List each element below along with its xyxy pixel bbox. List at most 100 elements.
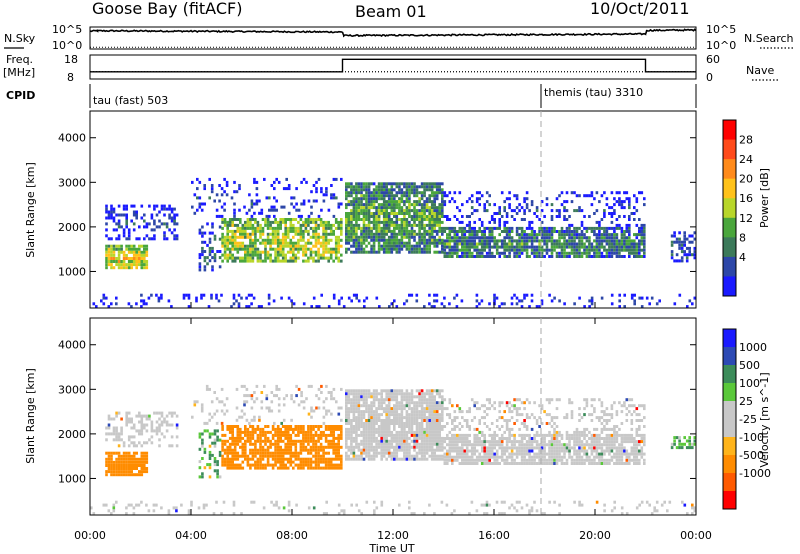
data-cell — [493, 293, 496, 297]
data-cell — [239, 229, 242, 233]
data-cell — [260, 208, 264, 212]
data-cell — [390, 223, 394, 227]
data-cell — [235, 190, 239, 194]
data-cell — [223, 241, 227, 245]
data-cell — [360, 389, 363, 393]
data-cell — [347, 416, 351, 420]
data-cell — [251, 430, 255, 434]
data-cell — [446, 455, 449, 459]
data-cell — [216, 250, 219, 253]
data-cell — [618, 293, 621, 297]
data-cell — [595, 220, 599, 224]
data-cell — [688, 240, 691, 244]
data-cell — [428, 448, 431, 452]
data-cell — [370, 232, 373, 236]
data-cell — [314, 466, 318, 470]
data-cell — [387, 197, 391, 201]
data-cell — [393, 389, 396, 393]
data-cell — [385, 407, 388, 411]
data-cell — [233, 247, 237, 251]
data-cell — [360, 413, 363, 417]
data-cell — [530, 226, 534, 230]
data-cell — [266, 220, 270, 224]
data-cell — [400, 200, 404, 204]
data-cell — [403, 395, 406, 399]
data-cell — [220, 400, 224, 404]
data-cell — [279, 451, 282, 455]
data-cell — [173, 234, 176, 238]
data-cell — [112, 460, 116, 464]
y-tick-label: 2000 — [58, 221, 86, 234]
data-cell — [372, 215, 376, 218]
data-cell — [468, 245, 471, 249]
data-cell — [456, 233, 459, 237]
data-cell — [461, 446, 464, 450]
data-cell — [585, 248, 589, 252]
data-cell — [568, 233, 571, 237]
data-cell — [367, 229, 371, 233]
data-cell — [413, 404, 416, 408]
data-cell — [117, 454, 121, 458]
data-cell — [290, 418, 293, 422]
data-cell — [478, 191, 481, 195]
data-cell — [264, 241, 267, 245]
data-cell — [307, 463, 310, 467]
data-cell — [461, 251, 464, 255]
data-cell — [461, 215, 464, 218]
data-cell — [367, 389, 371, 393]
data-cell — [122, 234, 126, 238]
data-cell — [438, 419, 441, 422]
data-cell — [198, 202, 202, 206]
data-cell — [360, 182, 363, 186]
data-cell — [304, 436, 308, 440]
data-cell — [320, 391, 323, 394]
data-cell — [500, 440, 504, 444]
data-cell — [430, 427, 434, 431]
data-cell — [685, 237, 689, 241]
data-cell — [380, 229, 383, 233]
data-cell — [135, 250, 138, 254]
data-cell — [347, 433, 351, 437]
data-cell — [302, 448, 305, 452]
data-cell — [377, 244, 381, 248]
data-cell — [478, 203, 481, 207]
data-cell — [545, 242, 549, 246]
data-cell — [610, 233, 614, 237]
data-cell — [367, 194, 371, 198]
data-cell — [120, 457, 123, 461]
data-cell — [375, 209, 378, 213]
data-cell — [441, 203, 444, 207]
data-cell — [327, 223, 330, 227]
data-cell — [473, 437, 476, 440]
data-cell — [228, 218, 232, 221]
data-cell — [127, 438, 131, 442]
data-cell — [297, 430, 300, 434]
data-cell — [595, 239, 599, 243]
data-cell — [317, 427, 320, 431]
data-cell — [125, 213, 128, 217]
data-cell — [223, 238, 227, 242]
data-cell — [269, 445, 272, 449]
data-cell — [387, 182, 391, 186]
data-cell — [628, 203, 631, 207]
data-cell — [395, 182, 399, 186]
data-cell — [565, 239, 569, 243]
data-cell — [578, 255, 581, 258]
data-cell — [433, 244, 436, 248]
data-cell — [438, 203, 441, 207]
data-cell — [390, 439, 394, 443]
data-cell — [525, 255, 529, 258]
data-cell — [365, 442, 368, 446]
data-cell — [279, 430, 282, 434]
data-cell — [408, 212, 411, 215]
data-cell — [254, 244, 257, 248]
data-cell — [377, 206, 381, 210]
data-cell — [320, 190, 323, 194]
data-cell — [430, 457, 434, 461]
data-cell — [493, 458, 496, 462]
data-cell — [550, 251, 554, 255]
data-cell — [281, 460, 285, 464]
data-cell — [221, 241, 224, 245]
data-cell — [244, 229, 247, 233]
